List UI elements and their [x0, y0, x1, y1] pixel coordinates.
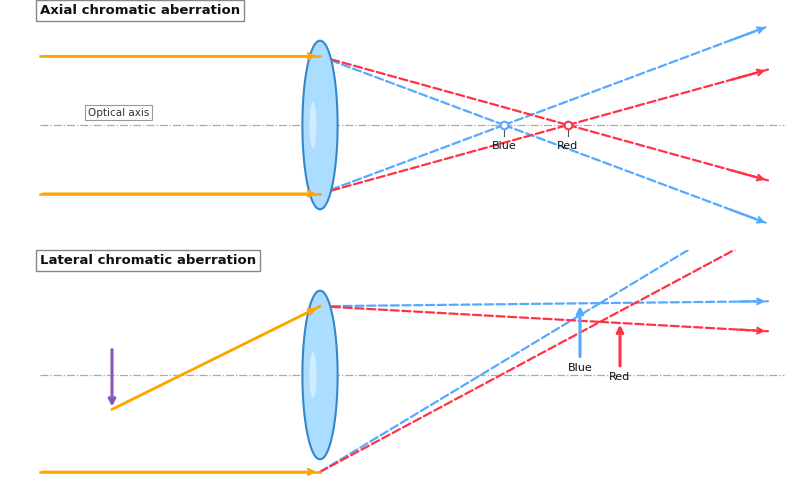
Ellipse shape	[310, 352, 317, 398]
Text: Blue: Blue	[568, 362, 592, 372]
Polygon shape	[302, 290, 338, 460]
Text: Lateral chromatic aberration: Lateral chromatic aberration	[40, 254, 256, 268]
Text: Red: Red	[558, 141, 578, 151]
Ellipse shape	[310, 102, 317, 148]
Text: Blue: Blue	[492, 141, 516, 151]
Text: Red: Red	[610, 372, 630, 382]
Polygon shape	[302, 40, 338, 209]
Text: Optical axis: Optical axis	[88, 108, 150, 118]
Text: Axial chromatic aberration: Axial chromatic aberration	[40, 4, 240, 18]
